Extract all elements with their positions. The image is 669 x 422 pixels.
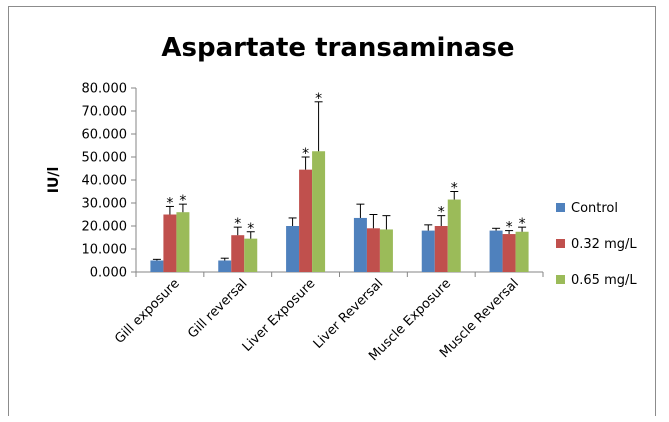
bar bbox=[489, 230, 503, 272]
bar bbox=[150, 260, 164, 272]
y-axis-label: IU/l bbox=[46, 167, 62, 194]
y-tick-label: 10.000 bbox=[82, 243, 128, 258]
legend-swatch bbox=[556, 203, 565, 212]
bar bbox=[502, 234, 516, 272]
y-tick-label: 70.000 bbox=[82, 105, 128, 120]
x-category-label: Gill reversal bbox=[185, 276, 250, 341]
bar bbox=[299, 169, 313, 272]
bar bbox=[379, 229, 393, 272]
y-tick-label: 20.000 bbox=[82, 220, 128, 235]
legend-swatch bbox=[556, 275, 565, 284]
bar bbox=[176, 212, 190, 272]
y-tick-label: 50.000 bbox=[82, 151, 128, 166]
bar bbox=[312, 151, 326, 272]
y-tick-label: 0.000 bbox=[90, 266, 127, 281]
bar bbox=[231, 235, 245, 272]
bar bbox=[434, 226, 448, 272]
bar bbox=[366, 228, 380, 272]
significance-marker: * bbox=[179, 193, 186, 209]
bar bbox=[515, 231, 529, 272]
x-category-label: Gill exposure bbox=[112, 276, 183, 347]
bar bbox=[286, 226, 300, 272]
legend-label: 0.32 mg/L bbox=[571, 237, 637, 252]
bar bbox=[421, 230, 435, 272]
significance-marker: * bbox=[166, 195, 173, 211]
bar bbox=[218, 260, 232, 272]
significance-marker: * bbox=[438, 205, 445, 221]
significance-marker: * bbox=[302, 146, 309, 162]
x-category-label: Liver Reversal bbox=[311, 276, 387, 352]
bar bbox=[244, 238, 258, 272]
y-tick-label: 30.000 bbox=[82, 197, 128, 212]
y-tick-label: 80.000 bbox=[82, 82, 128, 97]
plot-area: 0.000 10.000 20.000 30.000 40.000 50.000 60.00… bbox=[82, 82, 544, 364]
legend-swatch bbox=[556, 239, 565, 248]
chart-title: Aspartate transaminase bbox=[161, 33, 514, 63]
bar bbox=[163, 214, 177, 272]
bar bbox=[353, 217, 367, 272]
legend-label: 0.65 mg/L bbox=[571, 273, 637, 288]
x-category-label: Liver Exposure bbox=[240, 276, 319, 355]
significance-marker: * bbox=[451, 181, 458, 197]
significance-marker: * bbox=[506, 220, 513, 236]
chart-frame bbox=[8, 6, 656, 416]
significance-marker: * bbox=[247, 221, 254, 237]
legend: Control 0.32 mg/L 0.65 mg/L bbox=[556, 201, 637, 288]
bar bbox=[447, 199, 461, 272]
significance-marker: * bbox=[519, 216, 526, 232]
y-tick-label: 40.000 bbox=[82, 174, 128, 189]
significance-marker: * bbox=[315, 91, 322, 107]
significance-marker: * bbox=[234, 216, 241, 232]
legend-label: Control bbox=[571, 201, 618, 216]
y-tick-label: 60.000 bbox=[82, 128, 128, 143]
